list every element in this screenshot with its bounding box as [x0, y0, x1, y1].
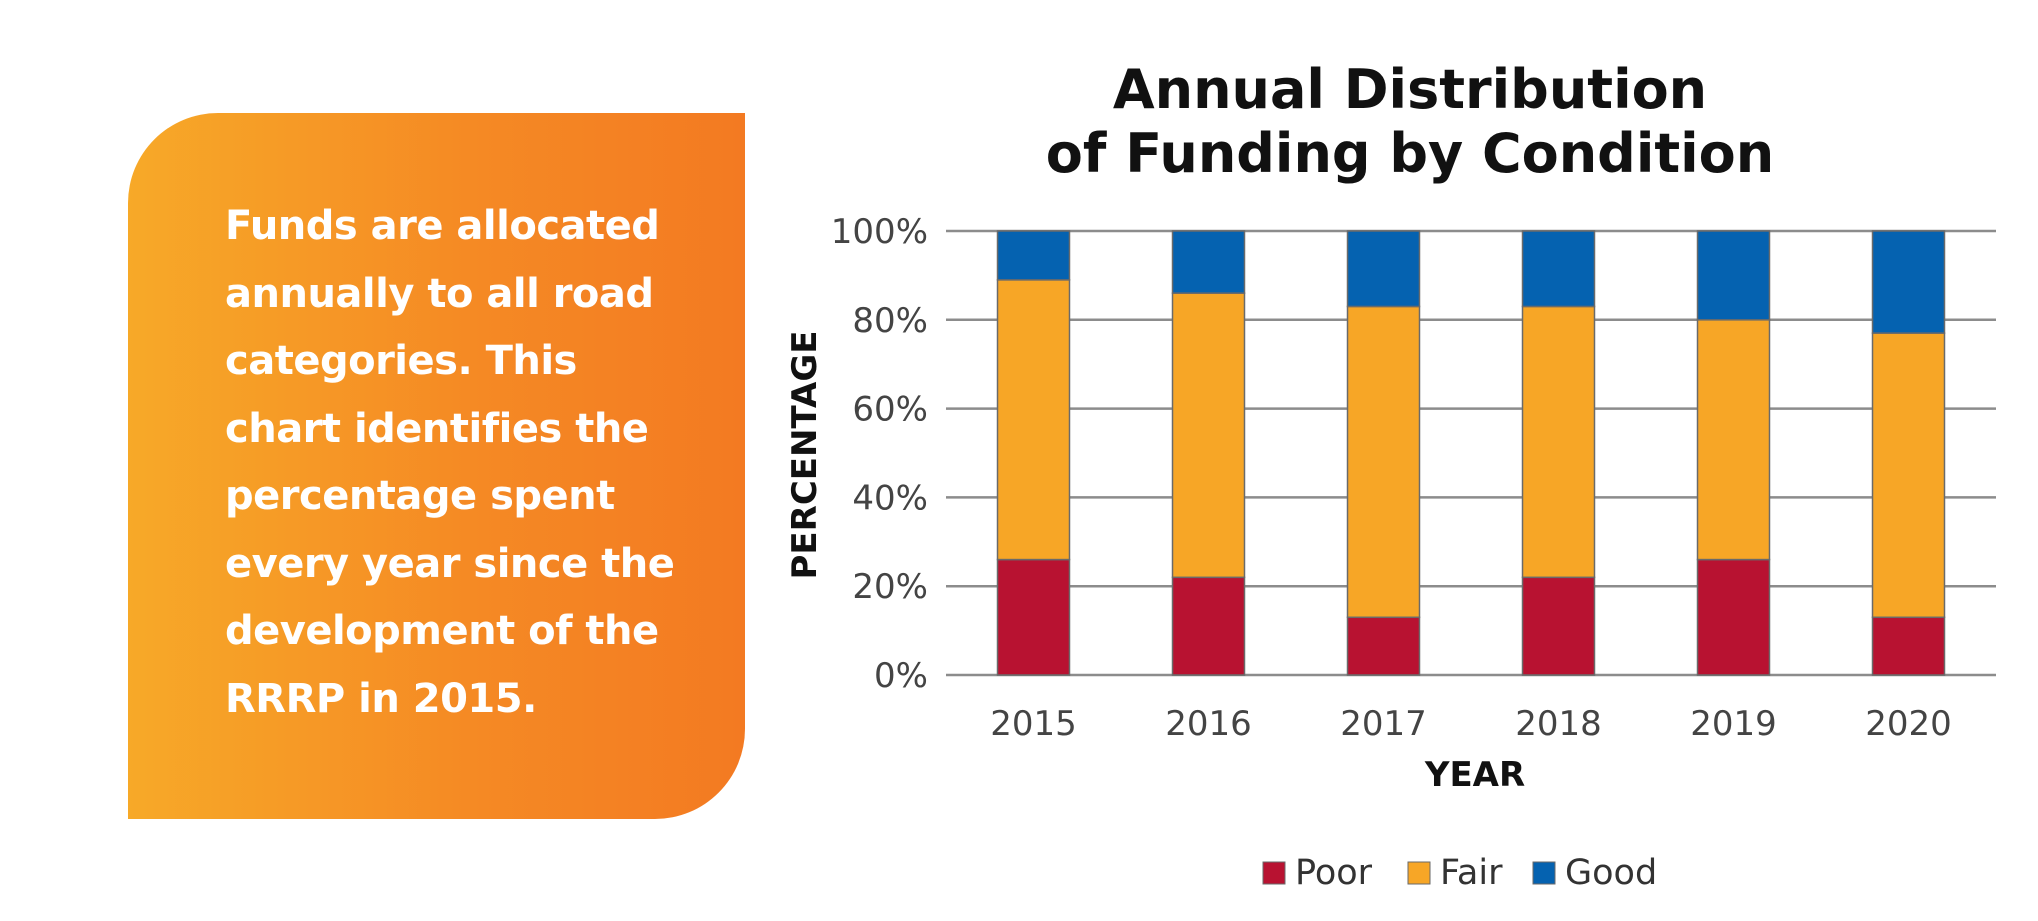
legend-label-fair: Fair	[1440, 853, 1503, 893]
bar-good-2019	[1696, 230, 1771, 321]
bars	[996, 230, 1946, 676]
info-callout-panel: Funds are allocated annually to all road…	[128, 113, 745, 819]
x-tick-label: 2015	[990, 704, 1077, 744]
x-axis-title: YEAR	[1424, 755, 1525, 795]
bar-fair-2018	[1521, 305, 1596, 579]
x-tick-label: 2020	[1865, 704, 1952, 744]
bar-good-2018	[1521, 230, 1596, 308]
legend-label-good: Good	[1565, 853, 1657, 893]
y-axis-title: PERCENTAGE	[785, 331, 825, 580]
axis-ticks: 0% 20% 40% 60% 80% 100% 2015 2016 2017 2018 2019 20…	[831, 212, 1952, 744]
bar-good-2015	[996, 230, 1071, 281]
y-tick-label: 60%	[852, 390, 928, 430]
bar-poor-2017	[1346, 616, 1421, 676]
bar-good-2020	[1871, 230, 1946, 334]
callout-text: Funds are allocated annually to all road…	[225, 203, 675, 722]
x-tick-label: 2017	[1340, 704, 1427, 744]
chart-title-line-1: Annual Distribution	[1113, 58, 1707, 121]
bar-fair-2019	[1696, 319, 1771, 561]
bar-fair-2020	[1871, 332, 1946, 619]
bar-good-2016	[1171, 230, 1246, 294]
legend-label-poor: Poor	[1295, 853, 1373, 893]
x-tick-label: 2018	[1515, 704, 1602, 744]
y-tick-label: 40%	[852, 478, 928, 518]
legend: Poor Fair Good	[1262, 853, 1657, 893]
bar-poor-2016	[1171, 576, 1246, 676]
bar-fair-2016	[1171, 292, 1246, 579]
y-tick-label: 80%	[852, 301, 928, 341]
y-tick-label: 20%	[852, 567, 928, 607]
bar-poor-2015	[996, 558, 1071, 676]
chart-title-line-2: of Funding by Condition	[1046, 122, 1774, 185]
bar-fair-2017	[1346, 305, 1421, 619]
x-tick-label: 2016	[1165, 704, 1252, 744]
x-tick-label: 2019	[1690, 704, 1777, 744]
gridlines	[946, 229, 1996, 677]
y-tick-label: 0%	[874, 656, 928, 696]
legend-swatch-good	[1532, 861, 1556, 885]
y-tick-label: 100%	[831, 212, 928, 252]
bar-poor-2020	[1871, 616, 1946, 676]
bar-fair-2015	[996, 279, 1071, 561]
legend-swatch-fair	[1407, 861, 1431, 885]
bar-poor-2018	[1521, 576, 1596, 676]
legend-swatch-poor	[1262, 861, 1286, 885]
bar-poor-2019	[1696, 558, 1771, 676]
bar-good-2017	[1346, 230, 1421, 308]
